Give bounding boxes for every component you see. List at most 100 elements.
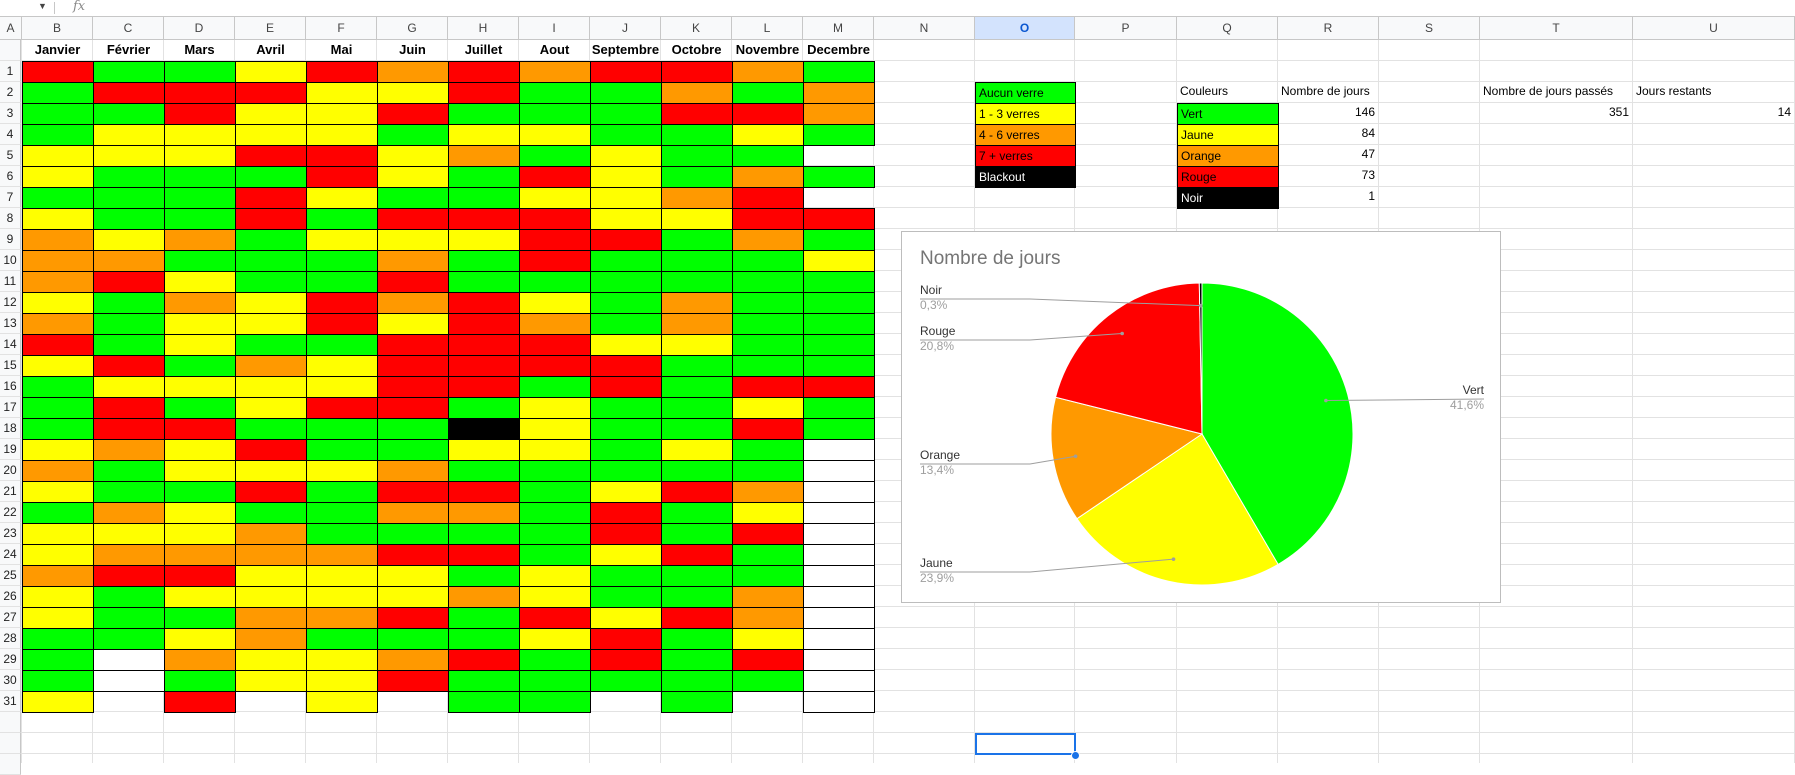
day-cell[interactable] <box>22 82 94 104</box>
day-cell[interactable] <box>519 166 591 188</box>
day-cell[interactable] <box>377 292 449 314</box>
day-cell[interactable] <box>519 82 591 104</box>
day-cell[interactable] <box>93 565 165 587</box>
day-cell[interactable] <box>164 460 236 482</box>
day-cell[interactable] <box>306 565 378 587</box>
day-cell[interactable] <box>22 523 94 545</box>
day-cell[interactable] <box>306 82 378 104</box>
day-cell[interactable] <box>306 250 378 272</box>
day-cell[interactable] <box>732 628 804 650</box>
day-cell[interactable] <box>93 376 165 398</box>
day-cell[interactable] <box>519 481 591 503</box>
day-cell[interactable] <box>93 502 165 524</box>
day-cell[interactable] <box>590 355 662 377</box>
day-cell[interactable] <box>93 82 165 104</box>
day-cell[interactable] <box>519 649 591 671</box>
day-cell[interactable] <box>377 397 449 419</box>
day-cell[interactable] <box>803 502 875 524</box>
day-cell[interactable] <box>590 523 662 545</box>
column-header-b[interactable]: B <box>22 17 93 39</box>
days-remaining-value[interactable]: 14 <box>1777 105 1791 119</box>
day-cell[interactable] <box>377 418 449 440</box>
pie-slice-vert[interactable] <box>1201 282 1354 566</box>
legend-cell[interactable]: 1 - 3 verres <box>975 103 1076 125</box>
day-cell[interactable] <box>661 691 733 713</box>
pie-slice-noir[interactable] <box>1198 282 1203 435</box>
day-cell[interactable] <box>661 376 733 398</box>
day-cell[interactable] <box>235 481 307 503</box>
day-cell[interactable] <box>590 292 662 314</box>
day-cell[interactable] <box>306 460 378 482</box>
row-header-22[interactable]: 22 <box>0 502 21 523</box>
day-cell[interactable] <box>661 502 733 524</box>
day-cell[interactable] <box>164 292 236 314</box>
day-cell[interactable] <box>590 376 662 398</box>
summary-color-label[interactable]: Noir <box>1177 187 1279 209</box>
column-header-u[interactable]: U <box>1633 17 1795 39</box>
day-cell[interactable] <box>803 544 875 566</box>
day-cell[interactable] <box>590 607 662 629</box>
day-cell[interactable] <box>661 586 733 608</box>
day-cell[interactable] <box>306 103 378 125</box>
day-cell[interactable] <box>306 124 378 146</box>
day-cell[interactable] <box>661 61 733 83</box>
day-cell[interactable] <box>519 334 591 356</box>
day-cell[interactable] <box>448 481 520 503</box>
column-header-g[interactable]: G <box>377 17 448 39</box>
day-cell[interactable] <box>519 376 591 398</box>
day-cell[interactable] <box>803 292 875 314</box>
day-cell[interactable] <box>519 628 591 650</box>
day-cell[interactable] <box>448 61 520 83</box>
day-cell[interactable] <box>93 292 165 314</box>
day-cell[interactable] <box>164 628 236 650</box>
day-cell[interactable] <box>732 565 804 587</box>
column-header-f[interactable]: F <box>306 17 377 39</box>
month-header[interactable]: Janvier <box>34 42 81 57</box>
day-cell[interactable] <box>590 145 662 167</box>
day-cell[interactable] <box>22 61 94 83</box>
day-cell[interactable] <box>661 313 733 335</box>
day-cell[interactable] <box>164 124 236 146</box>
day-cell[interactable] <box>377 313 449 335</box>
day-cell[interactable] <box>306 502 378 524</box>
row-header-11[interactable]: 11 <box>0 271 21 292</box>
day-cell[interactable] <box>377 82 449 104</box>
row-header-20[interactable]: 20 <box>0 460 21 481</box>
day-cell[interactable] <box>306 691 378 713</box>
day-cell[interactable] <box>448 670 520 692</box>
day-cell[interactable] <box>235 229 307 251</box>
day-cell[interactable] <box>22 334 94 356</box>
day-cell[interactable] <box>732 334 804 356</box>
day-cell[interactable] <box>590 649 662 671</box>
day-cell[interactable] <box>519 418 591 440</box>
day-cell[interactable] <box>732 586 804 608</box>
legend-cell[interactable]: Aucun verre <box>975 82 1076 104</box>
day-cell[interactable] <box>590 418 662 440</box>
day-cell[interactable] <box>590 61 662 83</box>
day-cell[interactable] <box>732 502 804 524</box>
day-cell[interactable] <box>803 103 875 125</box>
day-cell[interactable] <box>448 376 520 398</box>
day-cell[interactable] <box>306 670 378 692</box>
row-header-10[interactable]: 10 <box>0 250 21 271</box>
column-header-i[interactable]: I <box>519 17 590 39</box>
day-cell[interactable] <box>803 82 875 104</box>
day-cell[interactable] <box>22 649 94 671</box>
day-cell[interactable] <box>93 439 165 461</box>
day-cell[interactable] <box>306 523 378 545</box>
day-cell[interactable] <box>22 229 94 251</box>
day-cell[interactable] <box>661 187 733 209</box>
day-cell[interactable] <box>22 103 94 125</box>
day-cell[interactable] <box>164 691 236 713</box>
day-cell[interactable] <box>306 292 378 314</box>
day-cell[interactable] <box>803 355 875 377</box>
row-header-4[interactable]: 4 <box>0 124 21 145</box>
day-cell[interactable] <box>22 628 94 650</box>
day-cell[interactable] <box>164 61 236 83</box>
month-header[interactable]: Decembre <box>807 42 870 57</box>
day-cell[interactable] <box>235 670 307 692</box>
day-cell[interactable] <box>732 418 804 440</box>
day-cell[interactable] <box>732 313 804 335</box>
day-cell[interactable] <box>164 103 236 125</box>
day-cell[interactable] <box>732 481 804 503</box>
